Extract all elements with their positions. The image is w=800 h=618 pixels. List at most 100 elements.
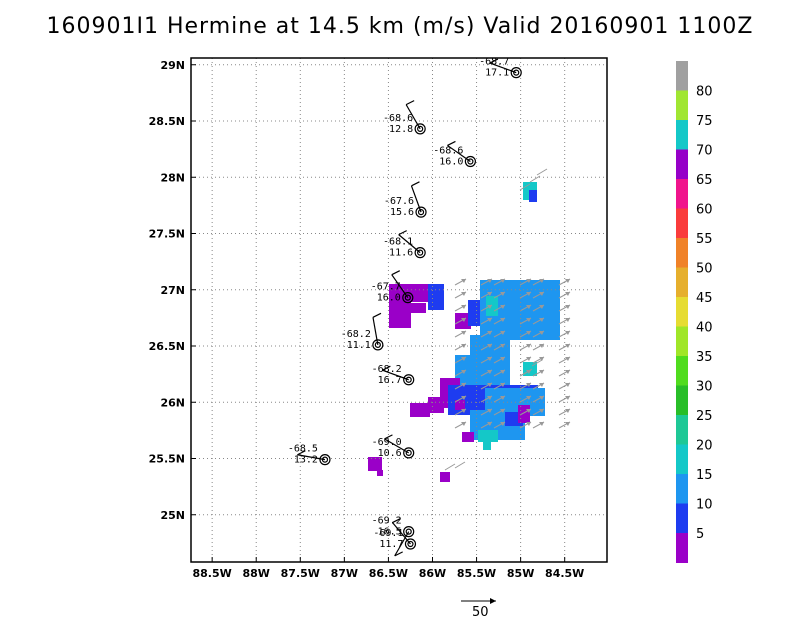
colorbar-label: 60 bbox=[696, 203, 713, 218]
wind-barb-icon bbox=[447, 144, 471, 162]
lon-tick-label: 86W bbox=[419, 567, 446, 580]
colorbar-swatch bbox=[676, 356, 688, 386]
station-temperature: -67.6 bbox=[384, 196, 414, 207]
colorbar: 80 75 70 65 60 55 50 45 40 35 30 25 20 15 10 5 bbox=[676, 61, 713, 563]
wind-vector bbox=[536, 168, 548, 176]
colorbar-label: 10 bbox=[696, 498, 713, 513]
colorbar-swatch bbox=[676, 503, 688, 534]
shaded-cell bbox=[368, 457, 382, 471]
colorbar-label: 70 bbox=[696, 144, 713, 159]
wind-barb-icon bbox=[391, 522, 411, 545]
station-marker-icon bbox=[319, 454, 331, 466]
colorbar-label: 65 bbox=[696, 173, 713, 188]
station-value: 13.2 bbox=[294, 455, 318, 466]
wind-barb-icon bbox=[382, 369, 409, 381]
shaded-cell bbox=[478, 430, 498, 442]
colorbar-swatch bbox=[676, 415, 688, 445]
station-marker-icon bbox=[372, 339, 384, 351]
wind-vector bbox=[444, 463, 456, 471]
shaded-cell bbox=[389, 284, 435, 302]
shaded-cell bbox=[455, 400, 465, 410]
lat-tick-label: 25.5N bbox=[149, 453, 185, 466]
wind-vector bbox=[454, 461, 466, 469]
shaded-cell bbox=[535, 290, 555, 310]
station-temperature: -68.2 bbox=[372, 364, 402, 375]
lat-tick-label: 27N bbox=[160, 284, 185, 297]
wind-vector bbox=[529, 175, 541, 183]
station-temperature: -69.1 bbox=[373, 528, 403, 539]
station-marker-icon bbox=[403, 526, 415, 538]
reference-vector: 50 bbox=[461, 598, 496, 618]
colorbar-swatch bbox=[676, 385, 688, 416]
lat-lon-grid bbox=[191, 58, 607, 562]
shaded-cell bbox=[529, 190, 537, 202]
colorbar-label: 40 bbox=[696, 321, 713, 336]
station: -69.010.6 bbox=[372, 434, 415, 459]
station-value: 16.5 bbox=[378, 527, 402, 538]
station-value: 17.1 bbox=[485, 68, 509, 79]
wind-barb-icon bbox=[384, 438, 409, 454]
lon-tick-label: 87W bbox=[331, 567, 358, 580]
lat-tick-label: 27.5N bbox=[149, 228, 185, 241]
wind-barb-icon bbox=[372, 317, 379, 345]
station: -68.612.8 bbox=[383, 100, 426, 135]
wind-vector bbox=[531, 359, 543, 367]
colorbar-swatch bbox=[676, 533, 688, 563]
station-value: 11.7 bbox=[379, 539, 403, 550]
station-marker-icon bbox=[510, 67, 522, 79]
colorbar-swatch bbox=[676, 444, 688, 475]
station-temperature: -68.5 bbox=[288, 444, 318, 455]
station-value: 16.0 bbox=[439, 157, 463, 168]
shaded-cell bbox=[428, 397, 444, 413]
colorbar-label: 20 bbox=[696, 439, 713, 454]
station-value: 11.6 bbox=[389, 248, 413, 259]
colorbar-label: 15 bbox=[696, 468, 713, 483]
station-value: 11.1 bbox=[347, 340, 371, 351]
latitude-ticks: 29N 28.5N 28N 27.5N 27N 26.5N 26N 25.5N 25N bbox=[149, 59, 196, 522]
wind-vector-field bbox=[444, 168, 571, 471]
station: -67.716.0 bbox=[371, 270, 414, 304]
lon-tick-label: 88W bbox=[242, 567, 269, 580]
colorbar-swatch bbox=[676, 61, 688, 91]
station-marker-icon bbox=[404, 538, 417, 550]
colorbar-swatch bbox=[676, 90, 688, 121]
shaded-cell bbox=[440, 472, 450, 482]
wind-vector bbox=[519, 183, 531, 191]
wind-barb-icon bbox=[394, 531, 410, 557]
station-temperature: -69.0 bbox=[372, 437, 402, 448]
station: -68.513.2 bbox=[288, 444, 331, 466]
shaded-cell bbox=[410, 303, 426, 313]
colorbar-swatch bbox=[676, 149, 688, 180]
colorbar-swatch bbox=[676, 238, 688, 268]
station-value: 16.7 bbox=[378, 375, 402, 386]
colorbar-label: 45 bbox=[696, 291, 713, 306]
station: -68.616.0 bbox=[433, 140, 476, 168]
shaded-cell bbox=[455, 313, 471, 329]
lon-tick-label: 88.5W bbox=[193, 567, 232, 580]
lon-tick-label: 86.5W bbox=[369, 567, 408, 580]
station-temperature: -69.2 bbox=[372, 516, 402, 527]
wind-barb-icon bbox=[410, 185, 422, 213]
station-temperature: -68.2 bbox=[341, 329, 371, 340]
station: -68.111.6 bbox=[383, 230, 426, 259]
reference-vector-label: 50 bbox=[472, 605, 489, 618]
station-value: 10.6 bbox=[378, 448, 402, 459]
lat-tick-label: 28N bbox=[160, 171, 185, 184]
station-marker-icon bbox=[402, 292, 414, 304]
shaded-cell bbox=[462, 432, 474, 442]
shaded-cell bbox=[518, 405, 530, 423]
lat-tick-label: 26N bbox=[160, 396, 185, 409]
lat-tick-label: 28.5N bbox=[149, 115, 185, 128]
wind-barb-icon bbox=[391, 274, 409, 298]
colorbar-label: 80 bbox=[696, 85, 713, 100]
wind-barb-icon bbox=[297, 454, 326, 461]
colorbar-label: 50 bbox=[696, 262, 713, 277]
colorbar-swatch bbox=[676, 297, 688, 327]
observation-stations: -68.717.1-68.612.8-68.616.0-67.615.6-68.… bbox=[288, 57, 522, 557]
station-value: 15.6 bbox=[390, 207, 414, 218]
colorbar-label: 25 bbox=[696, 409, 713, 424]
station-value: 12.8 bbox=[389, 124, 413, 135]
map-title: 160901I1 Hermine at 14.5 km (m/s) Valid … bbox=[46, 14, 754, 39]
map-frame bbox=[190, 57, 608, 563]
